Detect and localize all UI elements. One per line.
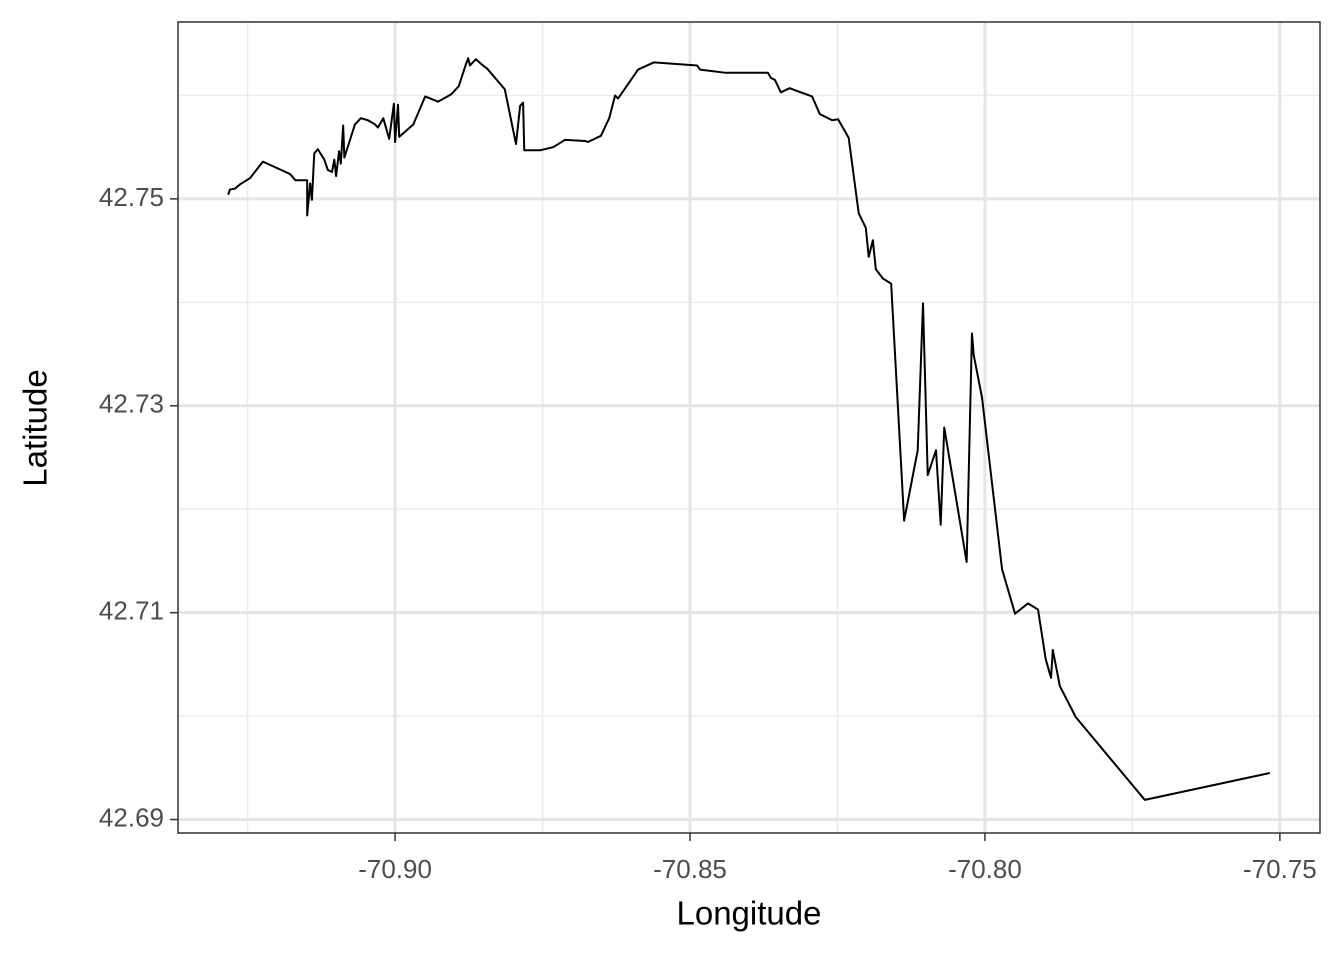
panel-border — [177, 21, 1321, 834]
x-tick-label: -70.80 — [948, 854, 1022, 884]
y-axis-title: Latitude — [17, 369, 54, 486]
y-tick-label: 42.73 — [99, 389, 164, 419]
x-tick-label: -70.85 — [653, 854, 727, 884]
x-axis-title: Longitude — [677, 895, 822, 932]
x-tick-label: -70.90 — [358, 854, 432, 884]
plot-area — [227, 57, 1271, 801]
line — [227, 57, 1271, 801]
grid — [178, 22, 1320, 833]
y-tick-label: 42.75 — [99, 182, 164, 212]
y-tick-label: 42.69 — [99, 802, 164, 832]
y-tick-label: 42.71 — [99, 596, 164, 626]
x-tick-label: -70.75 — [1243, 854, 1317, 884]
